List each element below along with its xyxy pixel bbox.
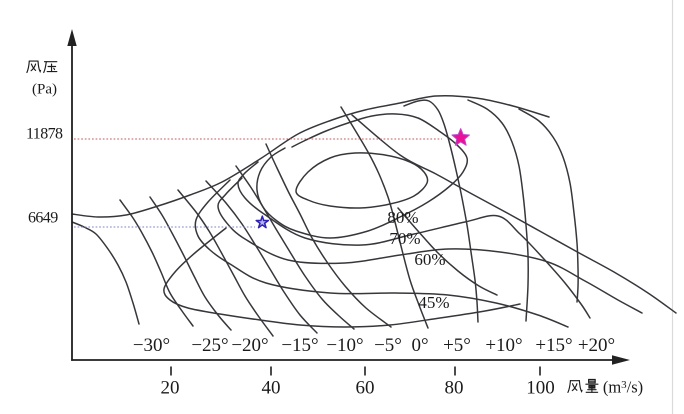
svg-text:60%: 60% bbox=[414, 250, 445, 269]
svg-text:45%: 45% bbox=[418, 293, 449, 312]
svg-text:70%: 70% bbox=[389, 229, 420, 248]
svg-text:−10°: −10° bbox=[326, 335, 363, 356]
svg-text:−30°: −30° bbox=[133, 335, 170, 356]
svg-text:(Pa): (Pa) bbox=[32, 82, 57, 98]
svg-text:−20°: −20° bbox=[231, 335, 268, 356]
svg-text:+20°: +20° bbox=[578, 335, 615, 356]
svg-text:60: 60 bbox=[356, 378, 375, 399]
svg-text:+15°: +15° bbox=[535, 335, 572, 356]
svg-text:80%: 80% bbox=[387, 208, 418, 227]
svg-text:20: 20 bbox=[161, 378, 180, 399]
svg-text:(m3/s): (m3/s) bbox=[603, 378, 643, 397]
svg-text:6649: 6649 bbox=[28, 210, 58, 227]
svg-text:−15°: −15° bbox=[281, 335, 318, 356]
svg-text:+5°: +5° bbox=[443, 335, 471, 356]
svg-text:−25°: −25° bbox=[191, 335, 228, 356]
svg-text:100: 100 bbox=[526, 378, 555, 399]
svg-text:0°: 0° bbox=[411, 335, 428, 356]
svg-text:−5°: −5° bbox=[374, 335, 402, 356]
svg-text:11878: 11878 bbox=[26, 126, 63, 143]
svg-text:40: 40 bbox=[262, 378, 281, 399]
svg-text:+10°: +10° bbox=[485, 335, 522, 356]
svg-text:80: 80 bbox=[445, 378, 464, 399]
